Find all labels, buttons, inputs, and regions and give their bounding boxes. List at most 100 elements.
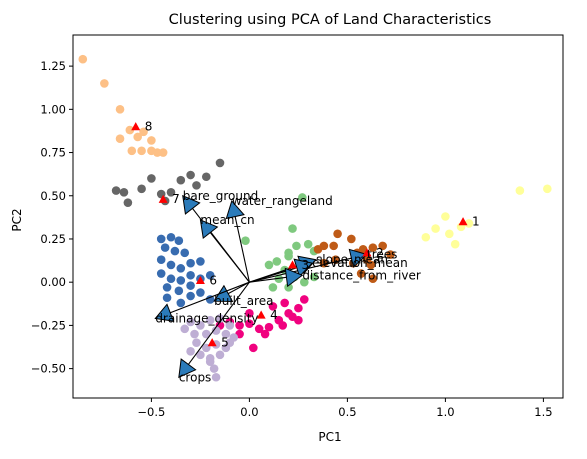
centroid-label-6: 6	[209, 273, 217, 287]
cluster-8-point-2	[196, 321, 205, 330]
cluster-4-point-1	[298, 193, 307, 202]
loading-label-distance-from-river: distance_from_river	[302, 268, 421, 282]
cluster-8-point-9	[221, 329, 231, 339]
cluster-7-point-16	[268, 302, 278, 311]
cluster-1-point-3	[115, 105, 125, 114]
cluster-2-point-11	[201, 172, 211, 182]
loading-arrow-crops	[187, 281, 250, 365]
cluster-8-point-19	[225, 338, 235, 347]
cluster-6-point-5	[421, 232, 431, 242]
cluster-4-point-10	[264, 260, 274, 270]
cluster-1-point-2	[100, 79, 109, 88]
y-tick-label-6: 1.00	[40, 102, 66, 116]
cluster-5-point-5	[313, 245, 323, 254]
cluster-5-point-17	[368, 274, 378, 284]
cluster-3-point-10	[186, 258, 195, 268]
cluster-5-point-9	[378, 241, 387, 251]
centroid-label-8: 8	[145, 120, 153, 134]
cluster-6-point-9	[450, 239, 460, 249]
cluster-1-point-5	[133, 132, 142, 142]
cluster-2-point-9	[186, 170, 195, 180]
cluster-2-point-5	[147, 174, 156, 183]
loading-arrowhead-elevation-mean	[293, 258, 314, 278]
cluster-centroids: 1 2 3 4 5 6 7 8	[131, 120, 480, 350]
cluster-3-point-11	[196, 257, 205, 266]
cluster-7-point-3	[245, 319, 254, 328]
y-tick-label-3: 0.25	[40, 232, 66, 246]
y-tick-label-5: 0.75	[40, 146, 66, 160]
loading-label-water-rangeland: water_rangeland	[232, 194, 333, 208]
x-tick-label-1: 0.0	[240, 405, 258, 419]
chart-title: Clustering using PCA of Land Characteris…	[169, 12, 492, 28]
cluster-6-point-1	[441, 212, 450, 221]
cluster-7-point-9	[299, 295, 309, 304]
loading-arrowhead-mean-cn	[199, 219, 219, 240]
cluster-8-point-4	[215, 314, 225, 323]
cluster-7-point-2	[235, 321, 244, 330]
cluster-8-point-15	[196, 350, 205, 360]
x-axis-label: PC1	[318, 430, 341, 444]
cluster-3-point-23	[186, 291, 195, 301]
cluster-3-point-4	[160, 243, 170, 252]
cluster-7-point-5	[264, 322, 274, 332]
plot-frame	[72, 34, 564, 399]
cluster-2-point-12	[215, 158, 225, 168]
cluster-7-point-4	[254, 324, 264, 334]
centroid-label-4: 4	[270, 308, 278, 322]
cluster-8-point-1	[186, 317, 195, 327]
loading-label-drainage-density: drainage_density	[155, 311, 258, 325]
cluster-2-point-10	[192, 181, 201, 190]
cluster-1-point-1	[78, 54, 88, 64]
cluster-7-point-17	[280, 298, 289, 308]
cluster-4-point-8	[284, 251, 293, 261]
cluster-2-point-3	[123, 198, 133, 207]
cluster-7-point-15	[245, 309, 254, 318]
cluster-8-point-18	[186, 347, 195, 356]
centroid-marker-1	[458, 217, 468, 226]
cluster-8-point-17	[215, 350, 225, 360]
loading-arrow-water-rangeland	[234, 216, 250, 283]
loading-label-slope-mean: slope_mean	[316, 253, 388, 267]
cluster-4-point-5	[292, 241, 301, 251]
cluster-7-point-19	[294, 315, 303, 325]
x-tick-label-0: −0.5	[137, 405, 165, 419]
centroid-label-3: 3	[302, 258, 310, 272]
x-tick-label-3: 1.0	[436, 405, 454, 419]
cluster-4-point-17	[268, 283, 278, 292]
cluster-5-point-8	[368, 243, 378, 252]
cluster-5-point-15	[366, 260, 376, 270]
cluster-8-point-21	[209, 364, 219, 373]
cluster-8-point-7	[201, 329, 211, 339]
loading-label-elevation-mean: elevation_mean	[312, 256, 408, 270]
cluster-2-point-8	[176, 175, 186, 185]
cluster-3-point-6	[180, 248, 190, 258]
y-axis-label: PC2	[10, 208, 24, 231]
loading-label-built-area: built_area	[214, 294, 273, 308]
cluster-6-point-3	[445, 229, 454, 239]
y-tick-label-0: −0.50	[31, 362, 66, 376]
y-tick-label-1: −0.25	[31, 318, 66, 332]
cluster-5-point-16	[356, 269, 366, 278]
cluster-5-point-3	[329, 241, 338, 251]
cluster-8-point-8	[211, 326, 221, 335]
cluster-6-point-2	[431, 224, 440, 233]
centroid-label-7: 7	[172, 192, 180, 206]
cluster-4-point-16	[284, 283, 293, 292]
cluster-4-point-3	[241, 236, 250, 245]
cluster-8-point-6	[190, 329, 199, 339]
cluster-7-point-8	[294, 303, 303, 313]
centroid-label-2: 2	[376, 246, 384, 260]
cluster-5-point-2	[347, 234, 356, 244]
cluster-8-point-5	[225, 321, 235, 330]
loading-arrow-drainage-density	[170, 281, 250, 314]
cluster-3-point-5	[170, 246, 180, 256]
cluster-6-point-7	[515, 186, 525, 195]
cluster-1-point-4	[125, 125, 135, 135]
cluster-1-point-8	[115, 134, 125, 144]
cluster-3-point-21	[162, 293, 172, 303]
loading-label-trees: trees	[367, 248, 397, 262]
loading-arrows	[154, 194, 368, 379]
cluster-2-point-7	[166, 188, 176, 197]
cluster-8-point-3	[205, 315, 215, 325]
